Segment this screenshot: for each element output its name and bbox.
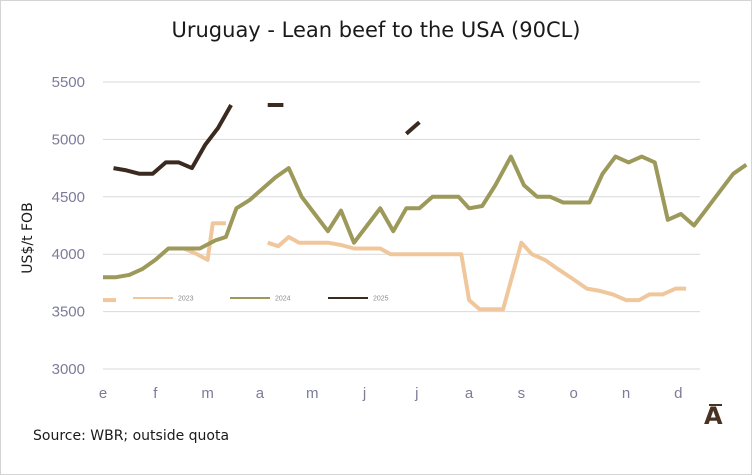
series-line-2025 xyxy=(113,104,233,176)
gridlines xyxy=(103,81,700,370)
legend-label-2023: 2023 xyxy=(178,296,194,303)
data-series xyxy=(103,103,748,312)
legend-label-2025: 2025 xyxy=(373,296,389,303)
series-line-2025 xyxy=(404,120,421,136)
x-tick-label: m xyxy=(201,385,214,402)
x-tick-label: a xyxy=(256,385,265,402)
y-tick-labels: 3000 3500 4000 4500 5000 5500 xyxy=(52,74,85,378)
source-note: Source: WBR; outside quota xyxy=(33,428,230,444)
x-tick-label: f xyxy=(153,385,158,402)
x-tick-label: o xyxy=(570,385,578,402)
series-line-2023 xyxy=(183,221,226,262)
y-tick-label: 4500 xyxy=(52,189,85,206)
x-tick-label: a xyxy=(465,385,474,402)
x-tick-label: m xyxy=(306,385,319,402)
y-tick-label: 5500 xyxy=(52,74,85,91)
x-tick-label: j xyxy=(414,385,418,402)
x-tick-label: e xyxy=(99,385,107,402)
series-line-2023 xyxy=(267,235,687,312)
logo-macron xyxy=(709,404,722,406)
y-tick-label: 3000 xyxy=(52,361,85,378)
chart-title: Uruguay - Lean beef to the USA (90CL) xyxy=(171,18,581,42)
y-tick-label: 5000 xyxy=(52,131,85,148)
legend: 2023 2024 2025 xyxy=(133,296,389,303)
legend-label-2024: 2024 xyxy=(275,296,291,303)
series-line-2024 xyxy=(103,154,748,280)
y-tick-label: 4000 xyxy=(52,246,85,263)
x-tick-label: d xyxy=(674,385,682,402)
brand-logo: A xyxy=(704,402,723,430)
x-tick-label: j xyxy=(362,385,366,402)
x-tick-label: s xyxy=(518,385,526,402)
x-tick-label: n xyxy=(622,385,630,402)
y-tick-label: 3500 xyxy=(52,304,85,321)
